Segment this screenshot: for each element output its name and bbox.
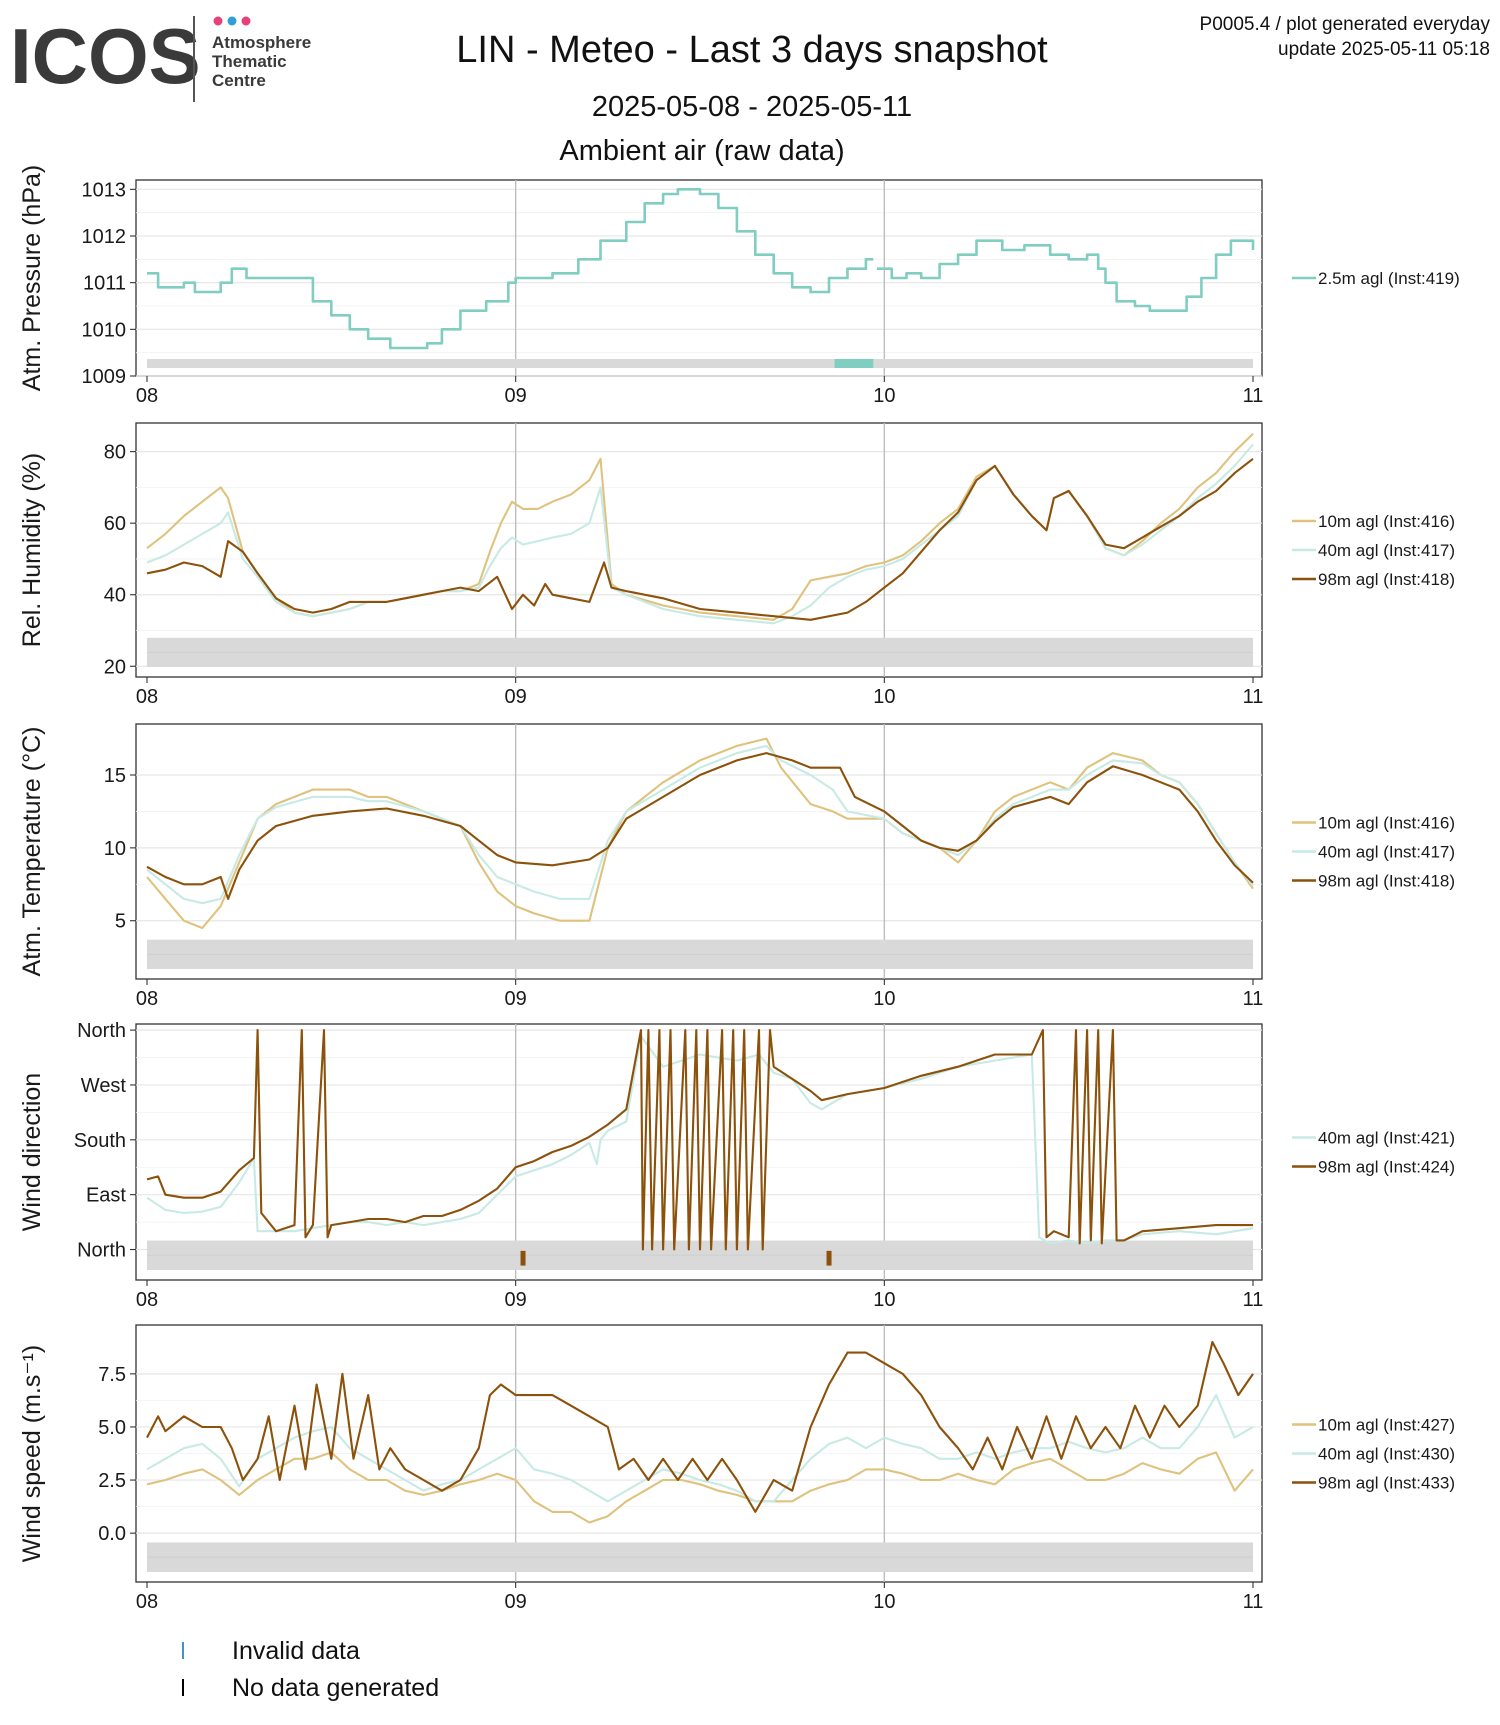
logo-text: ICOS xyxy=(10,12,201,100)
invalid-data-label: Invalid data xyxy=(232,1637,360,1665)
panel-wind_speed: 0.0 2.5 5.0 7.5 08 09 10 11 10m agl (Inst:427) 40… xyxy=(18,1324,1455,1613)
series-line-temperature-1 xyxy=(146,744,1254,905)
logo-dot-pink-2 xyxy=(241,16,251,26)
x-tick-label: 09 xyxy=(505,1289,527,1311)
x-tick-label: 08 xyxy=(136,988,158,1010)
y-tick-label: 5 xyxy=(115,911,126,933)
y-tick-label: West xyxy=(81,1075,127,1097)
invalid-data-mark xyxy=(182,1642,184,1659)
y-tick-label: 5.0 xyxy=(98,1417,126,1439)
section-title: Ambient air (raw data) xyxy=(559,135,844,167)
x-tick-label: 09 xyxy=(505,385,527,407)
plot-area xyxy=(135,723,1263,980)
legend-label: 40m agl (Inst:430) xyxy=(1318,1445,1455,1464)
x-tick-label: 09 xyxy=(505,686,527,708)
y-tick-label: 80 xyxy=(104,442,126,464)
nodata-mark xyxy=(520,1250,526,1266)
x-tick-label: 08 xyxy=(136,1591,158,1613)
y-tick-label: South xyxy=(74,1130,126,1152)
y-axis-label: Atm. Temperature (°C) xyxy=(18,727,46,977)
series-line-temperature-2 xyxy=(146,752,1254,900)
x-tick-label: 11 xyxy=(1243,1289,1264,1311)
logo-sub-1: Atmosphere xyxy=(212,33,311,52)
logo-sub-3: Centre xyxy=(212,71,266,90)
y-tick-label: 1011 xyxy=(83,273,126,295)
panel-wind_direction: North East South West North 08 09 10 11 40m agl (… xyxy=(18,1020,1455,1311)
series-line-temperature-0 xyxy=(146,737,1254,930)
x-tick-label: 11 xyxy=(1243,988,1264,1010)
plot-area xyxy=(135,422,1263,678)
x-tick-label: 09 xyxy=(505,988,527,1010)
logo-dot-pink xyxy=(213,16,223,26)
date-range: 2025-05-08 - 2025-05-11 xyxy=(592,91,912,123)
y-tick-label: 1012 xyxy=(82,226,127,248)
invalid-range-mark xyxy=(834,359,874,368)
logo-dot-blue xyxy=(227,16,237,26)
x-tick-label: 10 xyxy=(873,988,895,1010)
legend-label: 10m agl (Inst:427) xyxy=(1318,1416,1455,1435)
y-tick-label: 10 xyxy=(104,838,126,860)
x-tick-label: 11 xyxy=(1243,686,1264,708)
generation-note: P0005.4 / plot generated everyday xyxy=(1200,14,1491,35)
series-line-wind_speed-1 xyxy=(146,1394,1254,1503)
y-tick-label: 20 xyxy=(104,656,126,678)
y-tick-label: 7.5 xyxy=(98,1364,126,1386)
legend-label: 98m agl (Inst:424) xyxy=(1318,1158,1455,1177)
y-axis-label: Wind speed (m.s⁻¹) xyxy=(18,1345,46,1562)
series-line-pressure-0 xyxy=(147,188,1255,350)
series-line-wind_direction-1 xyxy=(146,1029,1253,1251)
y-tick-label: North xyxy=(77,1240,126,1262)
legend-label: 40m agl (Inst:417) xyxy=(1318,843,1455,862)
legend-label: 40m agl (Inst:417) xyxy=(1318,541,1455,560)
availability-band xyxy=(147,359,1253,368)
logo-sub-2: Thematic xyxy=(212,52,287,71)
legend-label: 98m agl (Inst:418) xyxy=(1318,570,1455,589)
y-tick-label: North xyxy=(77,1020,126,1042)
legend-label: 10m agl (Inst:416) xyxy=(1318,512,1455,531)
x-tick-label: 10 xyxy=(873,686,895,708)
update-timestamp: update 2025-05-11 05:18 xyxy=(1278,39,1490,60)
x-tick-label: 11 xyxy=(1243,385,1264,407)
y-tick-label: 2.5 xyxy=(98,1470,126,1492)
series-line-wind_speed-2 xyxy=(146,1340,1254,1513)
y-tick-label: 40 xyxy=(104,585,126,607)
series-line-wind_direction-0 xyxy=(146,1035,1254,1245)
panel-temperature: 5 10 15 08 09 10 11 10m agl (Inst:416) 40m agl (… xyxy=(18,723,1455,1010)
y-tick-label: 0.0 xyxy=(98,1523,126,1545)
x-tick-label: 08 xyxy=(136,385,158,407)
no-data-label: No data generated xyxy=(232,1674,439,1702)
x-tick-label: 09 xyxy=(505,1591,527,1613)
x-tick-label: 10 xyxy=(873,1289,895,1311)
y-axis-label: Rel. Humidity (%) xyxy=(18,453,46,647)
y-axis-label: Atm. Pressure (hPa) xyxy=(18,165,46,391)
y-tick-label: 60 xyxy=(104,513,126,535)
legend-label: 40m agl (Inst:421) xyxy=(1318,1129,1455,1148)
panel-humidity: 20 40 60 80 08 09 10 11 10m agl (Inst:416) 40m ag… xyxy=(18,422,1455,708)
x-tick-label: 10 xyxy=(873,385,895,407)
x-tick-label: 11 xyxy=(1243,1591,1264,1613)
y-tick-label: 1010 xyxy=(82,319,127,341)
y-tick-label: East xyxy=(86,1185,126,1207)
y-tick-label: 1009 xyxy=(82,366,127,388)
y-axis-label: Wind direction xyxy=(18,1073,46,1231)
x-tick-label: 08 xyxy=(136,686,158,708)
y-tick-label: 1013 xyxy=(82,179,127,201)
legend-label: 10m agl (Inst:416) xyxy=(1318,814,1455,833)
icos-logo: ICOS Atmosphere Thematic Centre xyxy=(10,12,311,102)
legend-label: 98m agl (Inst:418) xyxy=(1318,872,1455,891)
page-title: LIN - Meteo - Last 3 days snapshot xyxy=(456,29,1048,71)
footer-legend: Invalid data No data generated xyxy=(182,1637,439,1702)
legend-label: 2.5m agl (Inst:419) xyxy=(1318,269,1460,288)
legend-label: 98m agl (Inst:433) xyxy=(1318,1474,1455,1493)
series-line-humidity-2 xyxy=(146,457,1254,621)
x-tick-label: 08 xyxy=(136,1289,158,1311)
y-tick-label: 15 xyxy=(104,765,126,787)
no-data-mark xyxy=(182,1679,184,1696)
nodata-mark xyxy=(826,1250,832,1266)
x-tick-label: 10 xyxy=(873,1591,895,1613)
